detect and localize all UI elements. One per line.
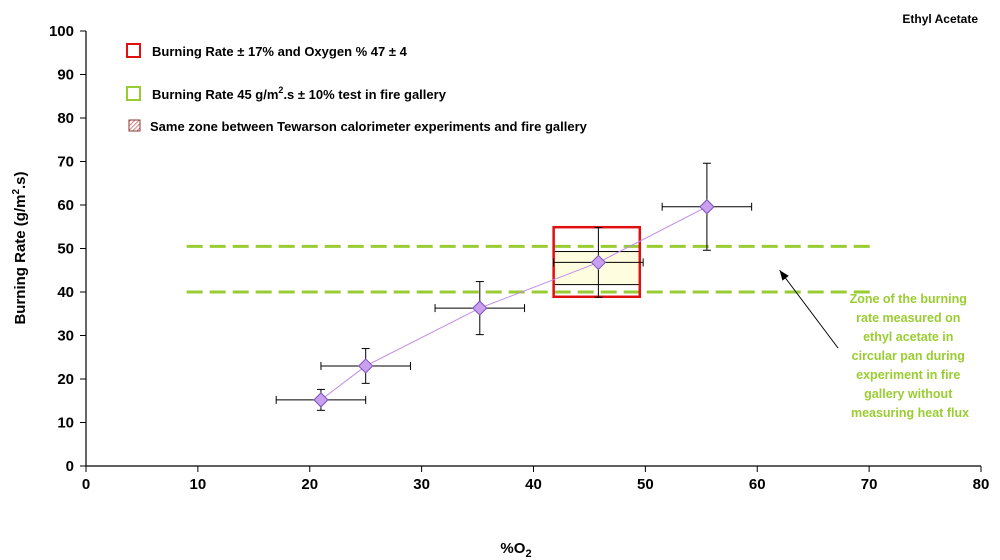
zone-layer: [186, 225, 875, 299]
y-axis-title-tail: .s): [12, 171, 29, 189]
x-axis-title-subscript: 2: [525, 548, 531, 560]
x-tick-label: 50: [637, 476, 654, 493]
y-tick-label: 40: [57, 284, 74, 301]
legend-swatch-red-zone: [126, 43, 141, 58]
data-point-marker: [699, 199, 715, 215]
data-point-marker: [590, 254, 607, 271]
y-tick-label: 70: [57, 154, 74, 171]
x-tick-label: 10: [190, 476, 207, 493]
annotation-arrow-head: [779, 270, 789, 281]
annotation-text: Zone of the burning rate measured on eth…: [850, 292, 971, 420]
annotation-line: ethyl acetate in: [863, 330, 953, 344]
x-tick-label: 40: [525, 476, 542, 493]
trend-line: [320, 206, 708, 401]
y-axis-title: Burning Rate (g/m2.s): [11, 171, 29, 324]
x-tick-label: 60: [749, 476, 766, 493]
legend: Burning Rate ± 17% and Oxygen % 47 ± 4 B…: [126, 43, 588, 134]
y-tick-label: 10: [57, 415, 74, 432]
series-layer: [275, 162, 753, 411]
corner-label: Ethyl Acetate: [902, 12, 978, 26]
data-point-marker: [313, 392, 329, 408]
annotation-line: measuring heat flux: [851, 406, 969, 420]
annotation: Zone of the burning rate measured on eth…: [779, 269, 971, 420]
y-tick-label: 60: [57, 197, 74, 214]
y-tick-label: 50: [57, 241, 74, 258]
x-tick-label: 80: [973, 476, 990, 493]
annotation-line: circular pan during: [852, 349, 965, 363]
annotation-line: experiment in fire: [856, 368, 960, 382]
legend-swatch-green-band: [126, 86, 141, 101]
y-tick-label: 80: [57, 110, 74, 127]
legend-label-shared-zone: Same zone between Tewarson calorimeter e…: [150, 119, 588, 134]
y-tick-label: 20: [57, 371, 74, 388]
x-axis-title: %O2: [500, 540, 531, 560]
legend-swatch-shared-zone: [128, 119, 141, 132]
x-tick-label: 20: [301, 476, 318, 493]
data-point-marker: [472, 300, 488, 316]
legend-label-green-tail: .s ± 10% test in fire gallery: [283, 87, 446, 102]
x-tick-label: 0: [82, 476, 90, 493]
annotation-line: Zone of the burning: [850, 292, 967, 306]
annotation-arrow-line: [779, 269, 839, 349]
y-tick-label: 30: [57, 328, 74, 345]
x-axis-title-main: %O: [500, 540, 525, 557]
data-point-marker: [357, 358, 374, 374]
y-tick-label: 0: [66, 458, 74, 475]
tick-layer: 0 10 20 30 40 50 60 70 80 90 100 0 10 20 30 40 50 60 70 80: [49, 23, 989, 493]
y-tick-label: 100: [49, 23, 74, 40]
legend-label-red-zone: Burning Rate ± 17% and Oxygen % 47 ± 4: [152, 44, 408, 59]
annotation-line: gallery without: [864, 387, 953, 401]
legend-label-green-main: Burning Rate 45 g/m: [152, 87, 278, 102]
legend-label-green-band: Burning Rate 45 g/m2.s ± 10% test in fir…: [152, 85, 447, 102]
annotation-line: rate measured on: [856, 311, 960, 325]
y-axis-title-superscript: 2: [11, 189, 22, 195]
y-tick-label: 90: [57, 67, 74, 84]
x-tick-label: 70: [861, 476, 878, 493]
y-axis-title-main: Burning Rate (g/m: [12, 195, 29, 325]
x-tick-label: 30: [413, 476, 430, 493]
legend-label-green-superscript: 2: [278, 85, 283, 95]
